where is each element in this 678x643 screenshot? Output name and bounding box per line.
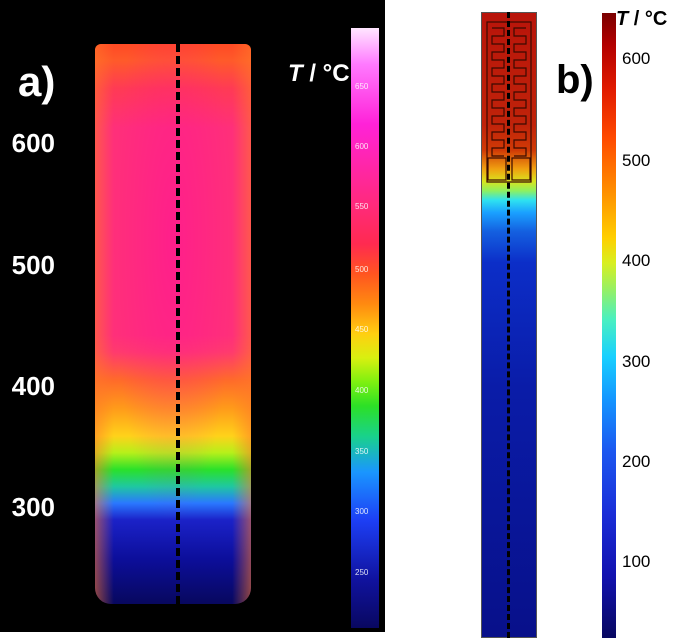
colorbar-b-tick-label: 300: [622, 352, 651, 371]
colorbar-b-tick-label: 200: [622, 452, 651, 471]
panel-a-label: a): [18, 58, 56, 105]
unit-symbol: T: [288, 60, 303, 87]
colorbar-b-tick-label: 400: [622, 251, 651, 270]
unit-symbol: T: [616, 8, 629, 30]
colorbar-a-minor-label: 400: [355, 386, 369, 395]
colorbar-a-minor-label: 300: [355, 507, 369, 516]
colorbar-a-minor-label: 600: [355, 142, 369, 151]
panel-a-unit: T / °C: [288, 60, 350, 88]
colorbar-a-major-label: 500: [11, 250, 55, 280]
colorbar-a-minor-label: 350: [355, 447, 369, 456]
colorbar-b-tick-label: 100: [622, 552, 651, 571]
thermal-sample-image: [95, 44, 251, 604]
colorbar-b-tick-label: 600: [622, 49, 651, 68]
colorbar-a-major-label: 400: [11, 371, 55, 401]
profile-line-b: [507, 12, 510, 638]
panel-b-unit: T / °C: [616, 8, 667, 31]
profile-line-a: [176, 44, 180, 604]
unit-suffix: / °C: [628, 8, 668, 30]
colorbar-a: [351, 28, 379, 628]
colorbar-a-minor-label: 250: [355, 568, 369, 577]
colorbar-a-major-label: 600: [11, 128, 55, 158]
thermal-image-panel: a) T / °C 650 600 550 500 450 400 350 30…: [0, 0, 385, 632]
colorbar-a-major-label: 300: [11, 492, 55, 522]
panel-b-label: b): [556, 58, 594, 102]
unit-suffix: / °C: [302, 60, 350, 87]
colorbar-a-minor-label: 550: [355, 202, 369, 211]
edge-overlay: [95, 44, 251, 604]
colorbar-a-minor-label: 450: [355, 325, 369, 334]
colorbar-b-tick-label: 500: [622, 151, 651, 170]
colorbar-a-minor-label: 650: [355, 82, 369, 91]
colorbar-b: [602, 13, 616, 638]
colorbar-a-minor-label: 500: [355, 265, 369, 274]
